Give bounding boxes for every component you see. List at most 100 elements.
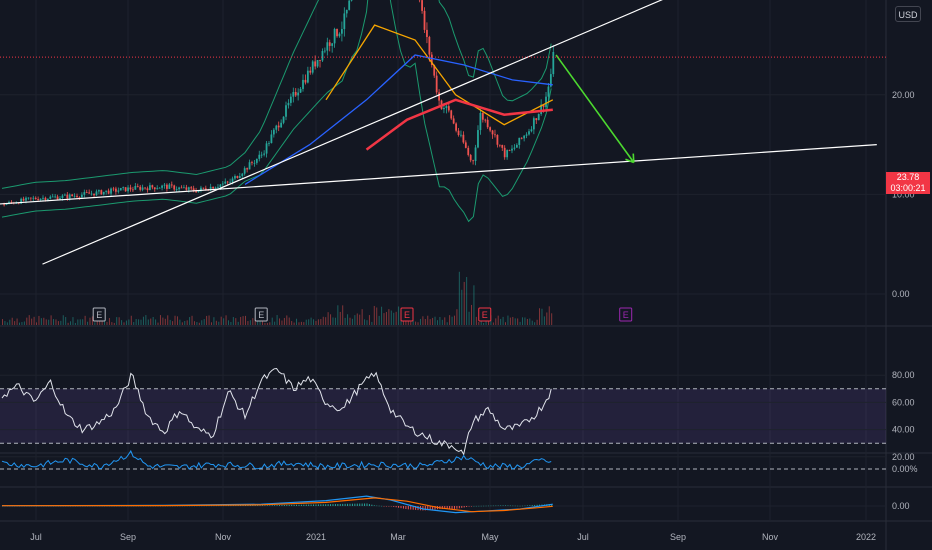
macd-histogram-bar	[524, 505, 526, 507]
volume-bar	[429, 319, 431, 325]
volume-bar	[432, 317, 434, 325]
volume-bar	[36, 322, 38, 325]
volume-bar	[55, 319, 57, 325]
candle-body	[136, 186, 139, 187]
macd-histogram-bar	[249, 505, 251, 506]
volume-bar	[419, 318, 421, 325]
candle-body	[423, 10, 426, 30]
candle-body	[430, 54, 433, 66]
candle-body	[467, 147, 470, 155]
macd-histogram-bar	[463, 506, 465, 508]
macd-histogram-bar	[317, 504, 319, 506]
candle-body	[297, 92, 300, 96]
earnings-marker-label: E	[96, 310, 102, 320]
volume-bar	[186, 320, 188, 325]
macd-histogram-bar	[240, 505, 242, 506]
x-tick-label: Jul	[577, 532, 589, 542]
candle-body	[158, 187, 161, 189]
volume-bar	[215, 320, 217, 325]
candle-body	[51, 196, 54, 198]
candle-body	[435, 75, 438, 93]
macd-histogram-bar	[488, 505, 489, 507]
volume-bar	[330, 314, 332, 325]
volume-bar	[4, 321, 6, 325]
candle-body	[83, 192, 86, 195]
candle-body	[119, 187, 122, 191]
macd-histogram-bar	[412, 506, 414, 510]
candle-body	[549, 74, 552, 87]
macd-histogram-bar	[339, 503, 341, 506]
macd-histogram-bar	[517, 505, 519, 507]
macd-histogram-bar	[288, 504, 290, 506]
macd-histogram-bar	[237, 505, 239, 507]
volume-bar	[235, 318, 237, 325]
macd-histogram-bar	[332, 504, 334, 506]
candle-body	[328, 42, 331, 46]
macd-histogram-bar	[308, 504, 310, 506]
macd-histogram-bar	[201, 505, 203, 507]
volume-bar	[373, 305, 375, 325]
candle-body	[447, 106, 450, 111]
volume-bar	[50, 315, 52, 325]
volume-bar	[422, 316, 424, 325]
candle-body	[180, 187, 183, 189]
candle-body	[323, 50, 326, 52]
x-tick-label: 2021	[306, 532, 326, 542]
currency-label[interactable]: USD	[895, 6, 921, 22]
volume-bar	[159, 315, 161, 325]
volume-bar	[451, 316, 453, 325]
volume-bar	[38, 315, 40, 325]
volume-bar	[351, 318, 353, 325]
candle-body	[29, 197, 32, 199]
volume-bar	[220, 316, 222, 325]
candle-body	[343, 13, 346, 30]
volume-bar	[198, 322, 200, 325]
volume-bar	[152, 316, 154, 325]
candle-body	[66, 194, 69, 199]
candle-body	[445, 106, 448, 108]
candle-body	[71, 194, 74, 196]
candle-body	[209, 186, 212, 191]
volume-bar	[108, 318, 110, 325]
macd-histogram-bar	[509, 505, 511, 507]
volume-bar	[72, 317, 74, 325]
candle-body	[185, 187, 188, 190]
volume-bar	[196, 321, 198, 325]
candle-body	[54, 196, 57, 198]
volume-bar	[28, 315, 30, 325]
volume-bar	[167, 315, 169, 325]
volume-bar	[417, 322, 419, 325]
candle-body	[319, 60, 321, 61]
macd-histogram-bar	[368, 504, 370, 506]
volume-bar	[359, 314, 361, 325]
volume-bar	[106, 321, 108, 325]
volume-bar	[230, 322, 232, 325]
macd-histogram-bar	[371, 504, 373, 506]
macd-histogram-bar	[522, 505, 524, 507]
volume-bar	[339, 311, 341, 325]
candle-body	[144, 187, 146, 189]
volume-bar	[551, 313, 553, 325]
volume-bar	[79, 319, 81, 325]
candle-body	[124, 187, 127, 192]
candle-body	[214, 187, 217, 189]
volume-bar	[522, 317, 524, 325]
candle-body	[37, 199, 40, 201]
volume-bar	[6, 322, 8, 325]
candle-body	[350, 0, 353, 1]
macd-histogram-bar	[364, 503, 366, 506]
volume-bar	[123, 322, 125, 325]
candle-body	[289, 96, 292, 103]
volume-bar	[320, 319, 322, 325]
macd-histogram-bar	[320, 504, 322, 506]
volume-bar	[138, 319, 140, 325]
candle-body	[236, 176, 239, 178]
volume-bar	[252, 318, 254, 325]
macd-histogram-bar	[502, 505, 504, 506]
candle-body	[42, 197, 44, 199]
y-tick-label: 20.00	[892, 90, 915, 100]
candle-body	[246, 168, 249, 170]
volume-bar	[31, 318, 33, 325]
volume-bar	[232, 317, 234, 325]
candle-body	[32, 197, 35, 199]
